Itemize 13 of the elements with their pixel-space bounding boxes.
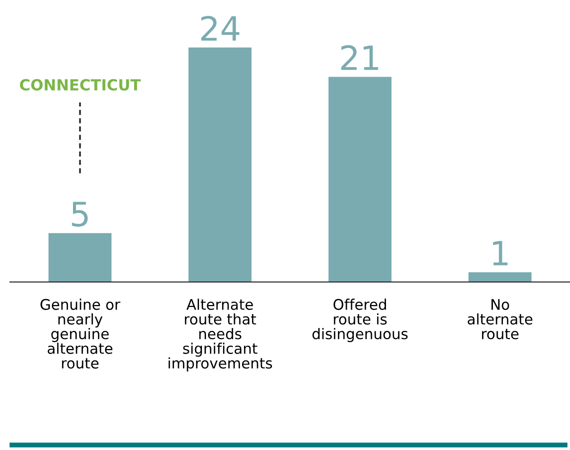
x-tick-label: Alternate route that needs significant improvements: [168, 298, 272, 372]
data-label: 1: [493, 240, 508, 266]
bar: [48, 233, 112, 282]
annotation: CONNECTICUT: [20, 79, 141, 91]
x-tick-label: Genuine or nearly genuine alternate route: [40, 298, 120, 369]
bar: [328, 76, 392, 282]
x-tick-label: No alternate route: [468, 299, 532, 340]
data-label: 24: [201, 16, 240, 41]
data-label: 5: [72, 202, 88, 227]
bar: [468, 272, 532, 282]
data-label: 21: [341, 45, 378, 70]
x-tick-label: Offered route is disingenuous: [312, 298, 408, 342]
bar: [188, 48, 252, 282]
